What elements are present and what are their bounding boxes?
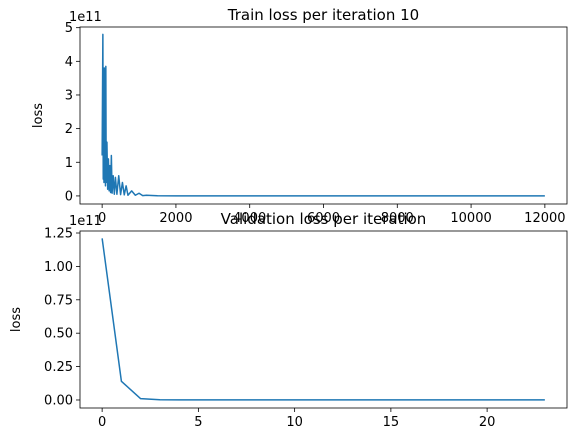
chart-title: Train loss per iteration 10 [227,6,419,24]
x-tick-label: 4000 [233,211,266,226]
x-tick-label: 0 [98,415,106,430]
x-tick-label: 2000 [159,211,192,226]
x-tick-label: 6000 [307,211,340,226]
y-tick-label: 0.00 [44,393,73,408]
y-axis-label: loss [31,103,46,128]
x-tick-label: 10 [286,415,303,430]
y-tick-label: 0 [65,189,73,204]
y-tick-label: 1 [65,156,73,171]
series-line [101,238,545,401]
y-tick-label: 3 [65,88,73,103]
y-tick-label: 0.75 [44,293,73,308]
train-loss-axes: 0 2000 4000 6000 8000 10000 12000 0 1 2 3 4 5 Train l… [31,6,568,226]
validation-loss-axes: 0 5 10 15 20 0.00 0.25 0.50 0.75 1.00 1.25 Validati… [9,210,568,430]
x-tick-label: 20 [479,415,496,430]
axes-frame [79,230,568,409]
x-tick-label: 0 [98,211,106,226]
x-tick-label: 10000 [450,211,491,226]
y-tick-label: 1.25 [44,227,73,242]
y-tick-label: 0.25 [44,360,73,375]
x-tick-label: 15 [383,415,400,430]
x-tick-label: 8000 [381,211,414,226]
chart-title: Validation loss per iteration [221,210,427,228]
y-offset-label: 1e11 [69,10,102,25]
y-tick-label: 4 [65,55,73,70]
x-tick-label: 5 [194,415,202,430]
series-line [101,33,545,197]
y-axis-label: loss [9,307,24,332]
y-tick-label: 2 [65,122,73,137]
x-tick-label: 12000 [524,211,565,226]
y-tick-label: 1.00 [44,260,73,275]
y-offset-label: 1e11 [69,214,102,229]
y-tick-label: 5 [65,21,73,36]
y-tick-label: 0.50 [44,327,73,342]
